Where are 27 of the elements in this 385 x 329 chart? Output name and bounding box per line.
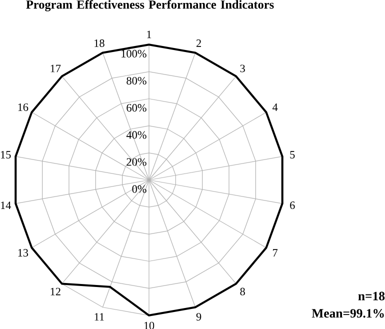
spoke-label: 10 [144, 322, 154, 329]
y-tick-label: 60% [126, 104, 146, 112]
spoke-label: 17 [50, 64, 61, 72]
spoke-label: 7 [273, 248, 278, 256]
spoke-label: 2 [196, 39, 201, 47]
y-tick-label: 40% [126, 130, 146, 139]
spoke-label: 18 [94, 39, 104, 47]
spoke-label: 1 [147, 30, 152, 38]
y-tick-label: 100% [122, 50, 146, 58]
spoke-label: 13 [18, 248, 28, 256]
spoke-label: 11 [94, 312, 104, 320]
y-tick-label: 20% [126, 158, 146, 166]
spoke-label: 4 [272, 103, 278, 111]
y-tick-label: 0% [132, 185, 146, 193]
spoke-label: 8 [240, 288, 245, 296]
y-tick-label: 80% [126, 76, 146, 84]
chart-title: Program Effectiveness Performance Indicators [26, 0, 274, 12]
spoke-label: 15 [0, 150, 11, 158]
text: n=18 [358, 292, 385, 300]
spoke-label: 14 [0, 201, 12, 209]
spoke-label: 12 [50, 288, 60, 296]
text: Mean=99.1% [312, 308, 384, 318]
spoke-label: 6 [290, 201, 295, 209]
spoke-label: 5 [290, 150, 295, 158]
spoke-label: 16 [18, 103, 28, 111]
spoke-label: 9 [196, 312, 202, 320]
spoke-label: 3 [240, 64, 245, 72]
